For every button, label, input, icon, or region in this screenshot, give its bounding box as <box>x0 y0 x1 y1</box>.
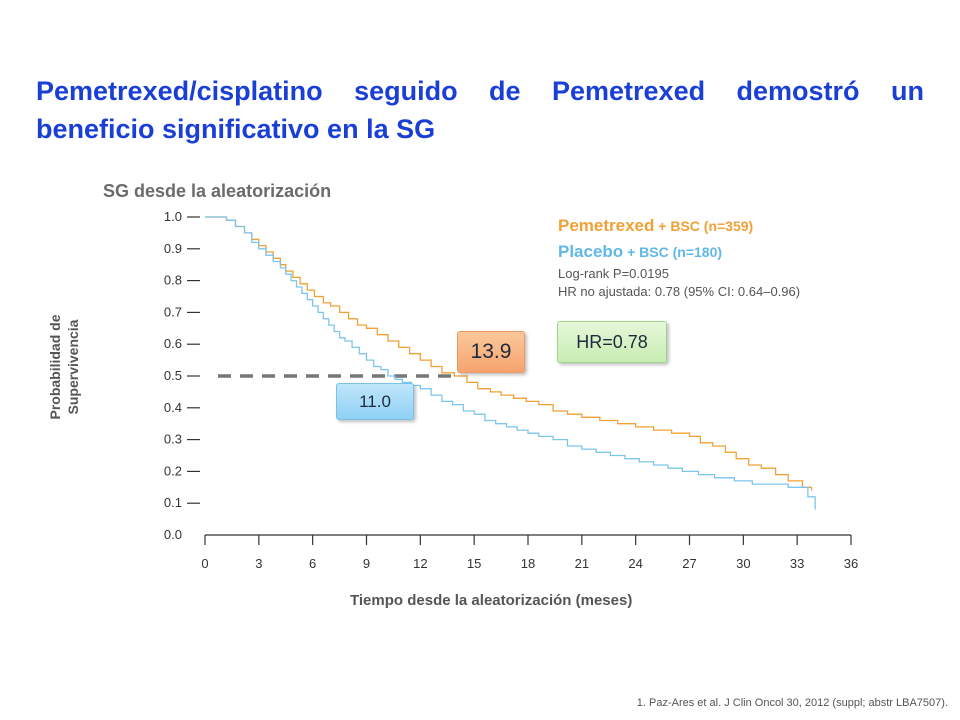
x-tick-label: 36 <box>844 556 858 571</box>
x-tick-label: 3 <box>255 556 262 571</box>
x-tick-label: 6 <box>309 556 316 571</box>
y-tick-label: 0.6 <box>164 336 182 351</box>
x-tick-label: 33 <box>790 556 804 571</box>
legend: Pemetrexed + BSC (n=359) Placebo + BSC (… <box>558 216 800 302</box>
y-tick-label: 0.3 <box>164 432 182 447</box>
hr-note-text: HR no ajustada: 0.78 (95% CI: 0.64–0.96) <box>558 284 801 299</box>
y-tick-label: 1.0 <box>164 209 182 224</box>
placebo-survival-curve <box>205 216 816 510</box>
legend-placebo-name: Placebo <box>558 242 624 261</box>
x-tick-label: 9 <box>363 556 370 571</box>
survival-curves <box>205 216 816 510</box>
x-tick-label: 15 <box>467 556 481 571</box>
y-tick-label: 0.1 <box>164 495 182 510</box>
y-tick-label: 0.8 <box>164 273 182 288</box>
x-tick-label: 0 <box>201 556 208 571</box>
pemetrexed-median-callout: 13.9 <box>457 331 525 373</box>
logrank-text: Log-rank P=0.0195 <box>558 266 669 281</box>
slide-title: Pemetrexed/cisplatino seguido de Pemetre… <box>36 76 924 144</box>
y-tick-label: 0.7 <box>164 304 182 319</box>
x-tick-label: 30 <box>736 556 750 571</box>
legend-placebo: Placebo + BSC (n=180) <box>558 242 800 266</box>
legend-pemetrexed-name: Pemetrexed <box>558 216 655 235</box>
legend-pemetrexed: Pemetrexed + BSC (n=359) <box>558 216 800 242</box>
x-axis-label: Tiempo desde la aleatorización (meses) <box>350 592 633 609</box>
x-tick-label: 24 <box>628 556 642 571</box>
x-tick-label: 21 <box>575 556 589 571</box>
footnote: 1. Paz-Ares et al. J Clin Oncol 30, 2012… <box>636 697 948 709</box>
chart-axes: 0 3 6 9 12 15 18 21 24 27 30 33 360.00.10.20.30.40.5… <box>164 209 858 571</box>
x-tick-label: 18 <box>521 556 535 571</box>
x-tick-label: 27 <box>682 556 696 571</box>
hazard-ratio-callout: HR=0.78 <box>557 321 667 363</box>
y-tick-label: 0.9 <box>164 241 182 256</box>
legend-pemetrexed-suffix: + BSC (n=359) <box>654 218 754 234</box>
y-tick-label: 0.2 <box>164 463 182 478</box>
y-tick-label: 0.5 <box>164 368 182 383</box>
x-tick-label: 12 <box>413 556 427 571</box>
chart-title: SG desde la aleatorización <box>103 181 332 201</box>
placebo-median-callout: 11.0 <box>336 383 414 420</box>
y-tick-label: 0.4 <box>164 400 182 415</box>
legend-placebo-suffix: + BSC (n=180) <box>623 244 723 260</box>
y-tick-label: 0.0 <box>164 527 182 542</box>
